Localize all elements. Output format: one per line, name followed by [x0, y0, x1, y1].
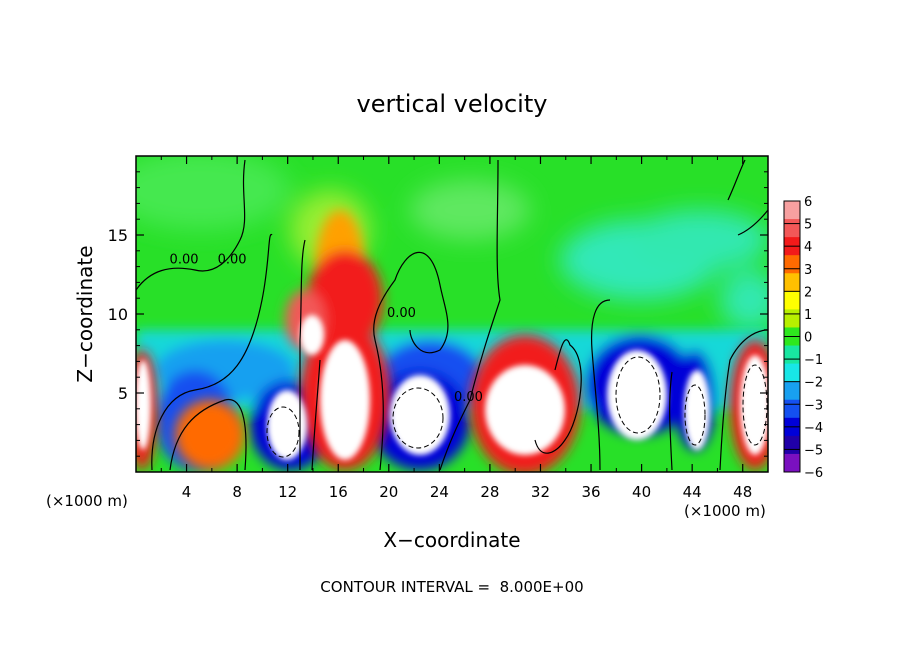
x-tick-label: 40 [632, 483, 651, 501]
colorbar-swatch [784, 381, 800, 401]
x-tick-label: 20 [379, 483, 398, 501]
dashed-contours [266, 356, 768, 458]
contour-label: 0.00 [218, 252, 247, 267]
y-axis-label: Z−coordinate [73, 245, 97, 382]
colorbar: 6 5 4 3 2 1 0 −1 −2 −3 −4 −5 −6 [783, 195, 823, 481]
x-tick-label: 28 [480, 483, 499, 501]
chart-title: vertical velocity [357, 90, 548, 118]
colorbar-label: −5 [804, 443, 823, 458]
colorbar-swatch [784, 219, 800, 238]
y-tick-label: 10 [108, 305, 128, 324]
x-tick-label: 8 [232, 483, 242, 501]
colorbar-label: 0 [804, 331, 812, 346]
x-axis-label: X−coordinate [383, 528, 520, 552]
x-unit-right: (×1000 m) [684, 502, 766, 520]
colorbar-label: −6 [804, 466, 823, 481]
contour-label: 0.00 [454, 390, 483, 405]
y-ticks: 5 10 15 [108, 171, 768, 457]
x-tick-label: 32 [531, 483, 550, 501]
colorbar-label: 1 [804, 308, 812, 323]
x-tick-label: 48 [733, 483, 752, 501]
colorbar-label: 6 [804, 195, 812, 210]
x-tick-label: 12 [278, 483, 297, 501]
colorbar-swatch [784, 291, 800, 310]
colorbar-swatch [784, 201, 800, 220]
contour-interval-note: CONTOUR INTERVAL = 8.000E+00 [320, 578, 583, 596]
colorbar-label: −3 [804, 398, 823, 413]
colorbar-swatch [784, 399, 800, 419]
x-tick-label: 24 [430, 483, 449, 501]
colorbar-swatch [784, 345, 800, 365]
colorbar-label: 2 [804, 285, 812, 300]
y-tick-label: 5 [118, 384, 128, 403]
colorbar-label: 4 [804, 240, 812, 255]
colorbar-swatch [784, 273, 800, 292]
colorbar-label: −2 [804, 376, 823, 391]
x-unit-left: (×1000 m) [46, 492, 128, 510]
x-tick-label: 44 [683, 483, 702, 501]
x-ticks: 4 8 12 16 20 24 28 32 36 40 44 48 [160, 156, 752, 501]
colorbar-swatch [784, 453, 800, 473]
velocity-field [136, 156, 768, 472]
colorbar-swatch [784, 309, 800, 328]
contour-label: 0.00 [170, 252, 199, 267]
y-tick-label: 15 [108, 226, 128, 245]
colorbar-label: −1 [804, 353, 823, 368]
x-tick-label: 16 [329, 483, 348, 501]
colorbar-label: 3 [804, 263, 812, 278]
contour-labels: 0.00 0.00 0.00 0.00 [170, 252, 483, 404]
contour-lines [136, 159, 768, 471]
x-tick-label: 36 [581, 483, 600, 501]
contour-label: 0.00 [387, 306, 416, 321]
colorbar-label: −4 [804, 421, 823, 436]
x-tick-label: 4 [182, 483, 192, 501]
colorbar-swatch [784, 435, 800, 455]
colorbar-label: 5 [804, 218, 812, 233]
colorbar-swatch [784, 255, 800, 274]
colorbar-swatch [784, 363, 800, 383]
